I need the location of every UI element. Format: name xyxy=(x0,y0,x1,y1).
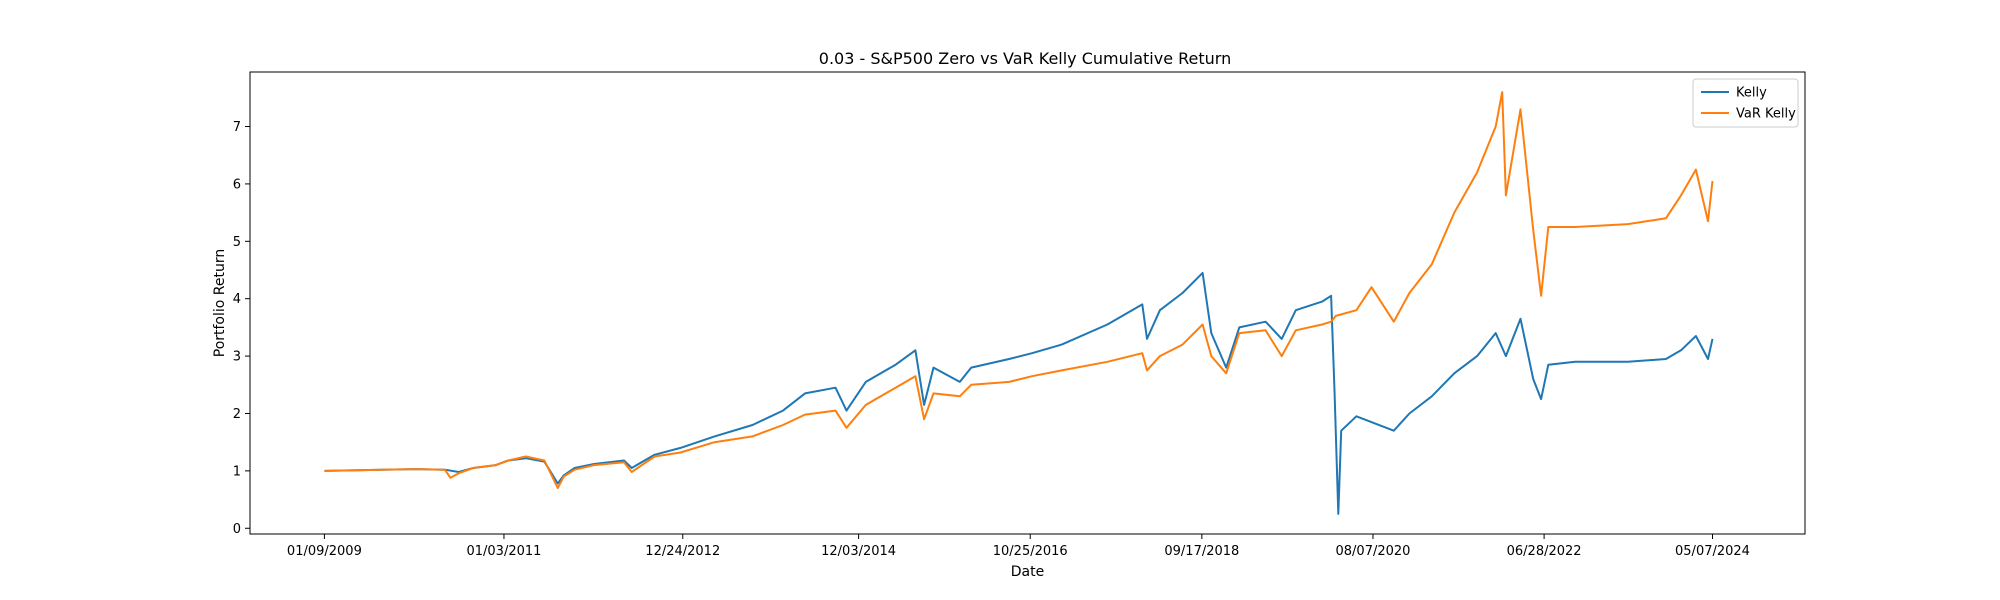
y-tick-label: 7 xyxy=(233,120,241,135)
series-layer xyxy=(324,91,1714,515)
y-tick-label: 4 xyxy=(233,292,241,307)
x-tick-label: 01/03/2011 xyxy=(466,544,541,559)
x-tick-label: 12/24/2012 xyxy=(645,544,720,559)
x-tick-label: 01/09/2009 xyxy=(287,544,362,559)
y-tick-label: 6 xyxy=(233,177,241,192)
x-tick-label: 10/25/2016 xyxy=(993,544,1068,559)
y-tick-label: 0 xyxy=(233,522,241,537)
x-tick-label: 12/03/2014 xyxy=(821,544,896,559)
y-axis-ticks: 0 1 2 3 4 5 6 7 xyxy=(233,120,250,537)
x-tick-label: 06/28/2022 xyxy=(1507,544,1582,559)
legend-label: Kelly xyxy=(1736,86,1767,101)
legend-label: VaR Kelly xyxy=(1736,107,1796,122)
y-tick-label: 3 xyxy=(233,350,241,365)
y-tick-label: 5 xyxy=(233,235,241,250)
y-tick-label: 2 xyxy=(233,407,241,422)
legend: Kelly VaR Kelly xyxy=(1692,78,1799,128)
x-tick-label: 05/07/2024 xyxy=(1675,544,1750,559)
x-tick-label: 09/17/2018 xyxy=(1164,544,1239,559)
y-axis-label: Portfolio Return xyxy=(212,249,228,358)
chart-title: 0.03 - S&P500 Zero vs VaR Kelly Cumulati… xyxy=(819,49,1231,68)
x-axis-label: Date xyxy=(1011,564,1044,580)
y-tick-label: 1 xyxy=(233,464,241,479)
x-tick-label: 08/07/2020 xyxy=(1336,544,1411,559)
series-line-kelly xyxy=(324,271,1714,515)
series-line-var-kelly xyxy=(324,91,1714,490)
plot-area-frame xyxy=(249,71,1806,535)
x-axis-ticks: 01/09/2009 01/03/2011 12/24/2012 12/03/2014… xyxy=(287,534,1750,559)
